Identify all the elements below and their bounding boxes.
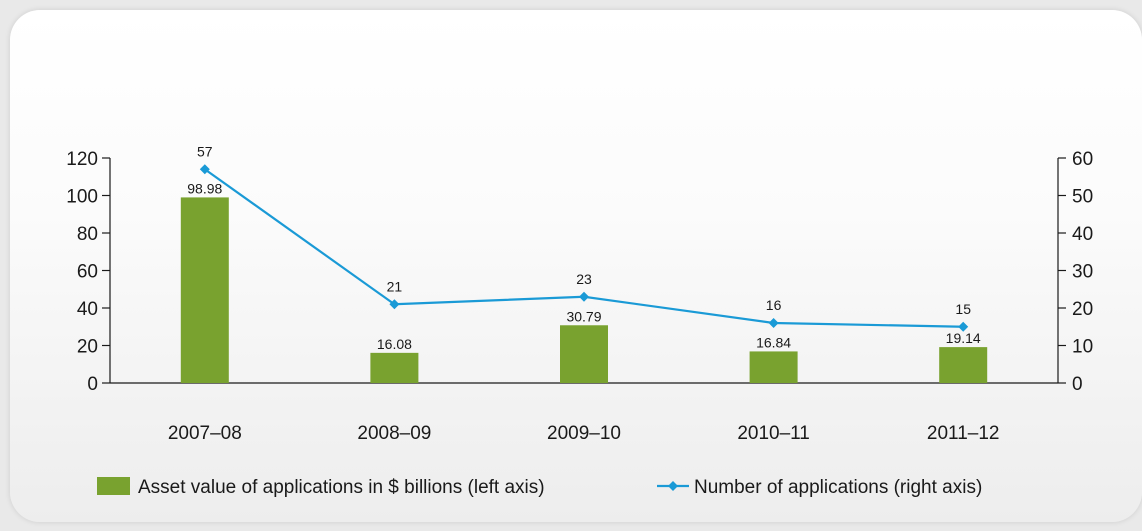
bar-series [180, 197, 988, 383]
left-axis-tick-label: 120 [66, 149, 98, 170]
legend-line-marker [668, 481, 678, 491]
series-line [204, 168, 964, 328]
x-axis-tick-label: 2010–11 [737, 423, 810, 444]
left-axis-tick-label: 100 [66, 187, 98, 208]
line-data-label: 15 [955, 301, 971, 317]
line-data-label: 57 [197, 143, 213, 159]
bar-data-label: 16.84 [756, 334, 791, 350]
bar-data-label: 16.08 [377, 336, 412, 352]
x-axis-tick-label: 2011–12 [927, 423, 1000, 444]
legend-bar-label: Asset value of applications in $ billion… [138, 477, 545, 498]
legend-line-label: Number of applications (right axis) [694, 477, 982, 498]
bar [370, 352, 419, 383]
left-axis-tick-label: 40 [77, 299, 98, 320]
line-data-label: 21 [387, 278, 403, 294]
left-axis-tick-label: 60 [77, 262, 98, 283]
left-axis-tick-label: 20 [77, 337, 98, 358]
x-axis-tick-label: 2009–10 [547, 423, 621, 444]
line-point [579, 291, 589, 302]
line-data-label: 16 [766, 297, 782, 313]
bar-data-label: 30.79 [566, 308, 601, 324]
data-labels: 98.98 16.08 30.79 16.84 19.14 57 21 23 16 15 [187, 143, 981, 352]
bar-data-label: 19.14 [946, 330, 981, 346]
axes: 0 20 40 60 80 100 120 0 10 20 30 40 50 60 2007–08 2008–… [66, 149, 1093, 444]
bar-data-label: 98.98 [187, 180, 222, 196]
line-point [199, 164, 210, 175]
bar [749, 351, 798, 383]
line-point [768, 318, 779, 328]
right-axis-tick-label: 0 [1072, 374, 1083, 395]
right-axis-tick-label: 10 [1072, 337, 1093, 358]
right-axis-tick-label: 60 [1072, 149, 1093, 170]
legend-bar-swatch [97, 477, 130, 495]
legend: Asset value of applications in $ billion… [97, 477, 982, 498]
right-axis-tick-label: 20 [1072, 299, 1093, 320]
bar [939, 347, 988, 383]
line-point [958, 321, 969, 332]
left-axis-tick-label: 80 [77, 224, 98, 245]
x-axis-tick-label: 2008–09 [357, 423, 431, 444]
right-axis-tick-label: 40 [1072, 224, 1093, 245]
line-series [199, 164, 969, 332]
x-axis-tick-label: 2007–08 [168, 423, 242, 444]
right-axis-tick-label: 30 [1072, 262, 1093, 283]
line-data-label: 23 [576, 271, 592, 287]
line-point [389, 299, 400, 310]
bar [180, 197, 229, 383]
right-axis-tick-label: 50 [1072, 187, 1093, 208]
left-axis-tick-label: 0 [87, 374, 98, 395]
bar [560, 325, 608, 383]
